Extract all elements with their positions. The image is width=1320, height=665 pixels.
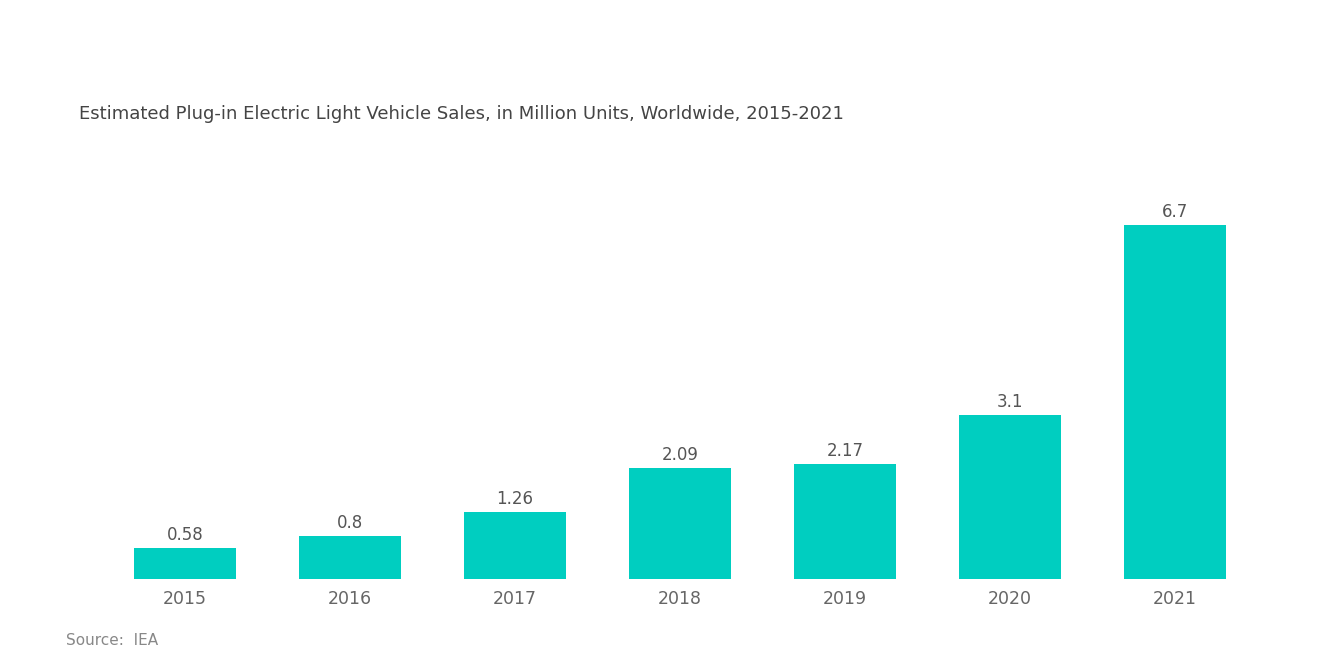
Text: 2.09: 2.09 — [661, 446, 698, 464]
Text: Estimated Plug-in Electric Light Vehicle Sales, in Million Units, Worldwide, 201: Estimated Plug-in Electric Light Vehicle… — [79, 104, 843, 122]
Text: Source:  IEA: Source: IEA — [66, 633, 158, 648]
Bar — [958, 415, 1061, 579]
Text: 3.1: 3.1 — [997, 393, 1023, 411]
Bar — [1123, 225, 1226, 579]
Text: 0.8: 0.8 — [337, 514, 363, 532]
Bar — [298, 537, 401, 579]
Text: 2.17: 2.17 — [826, 442, 863, 460]
Bar — [133, 548, 236, 579]
Bar — [793, 464, 896, 579]
Text: 6.7: 6.7 — [1162, 203, 1188, 221]
Bar — [628, 468, 731, 579]
Text: 0.58: 0.58 — [166, 526, 203, 544]
Bar — [463, 512, 566, 579]
Text: 1.26: 1.26 — [496, 490, 533, 508]
